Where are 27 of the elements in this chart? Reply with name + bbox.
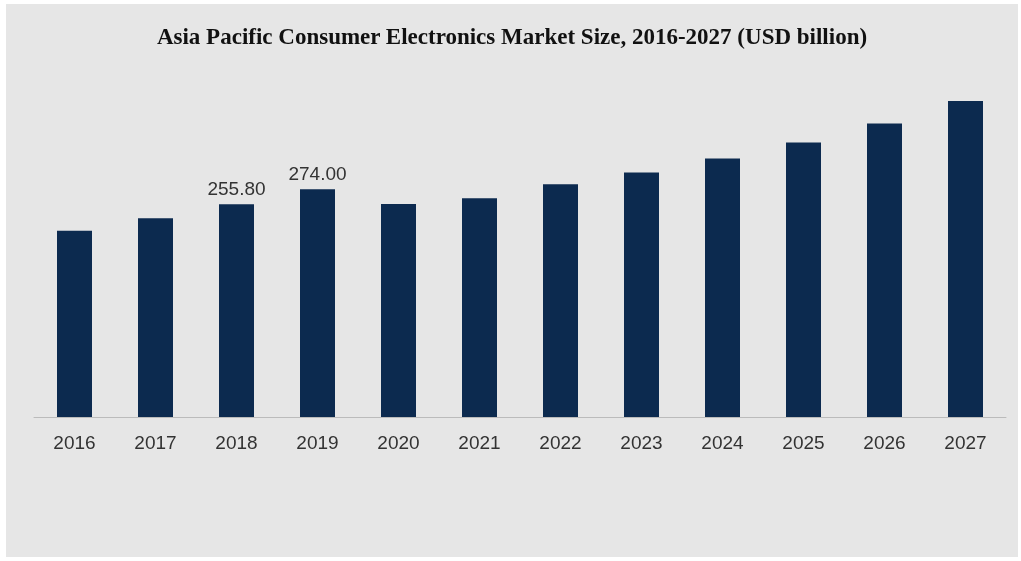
x-tick-label: 2021 [458, 432, 501, 453]
bar [948, 101, 983, 417]
chart-title: Asia Pacific Consumer Electronics Market Size, 2016-2027 (USD billion) [156, 24, 868, 49]
x-tick-label: 2018 [215, 432, 258, 453]
x-tick-label: 2024 [701, 432, 745, 453]
x-tick-label: 2017 [134, 432, 177, 453]
bar [543, 184, 578, 417]
data-label: 274.00 [288, 163, 347, 185]
bar [300, 189, 335, 417]
bar [138, 218, 173, 417]
bar [219, 204, 254, 417]
x-tick-label: 2016 [53, 432, 96, 453]
bar [624, 172, 659, 417]
data-label: 255.80 [207, 178, 266, 200]
x-tick-label: 2027 [944, 432, 987, 453]
x-tick-label: 2025 [782, 432, 825, 453]
bar [705, 158, 740, 417]
x-tick-label: 2023 [620, 432, 663, 453]
x-tick-label: 2019 [296, 432, 339, 453]
bar [381, 204, 416, 417]
bar [786, 142, 821, 417]
bar [867, 123, 902, 417]
bar [57, 230, 92, 417]
x-tick-label: 2026 [863, 432, 906, 453]
x-tick-label: 2022 [539, 432, 582, 453]
bar [462, 198, 497, 417]
x-tick-label: 2020 [377, 432, 420, 453]
